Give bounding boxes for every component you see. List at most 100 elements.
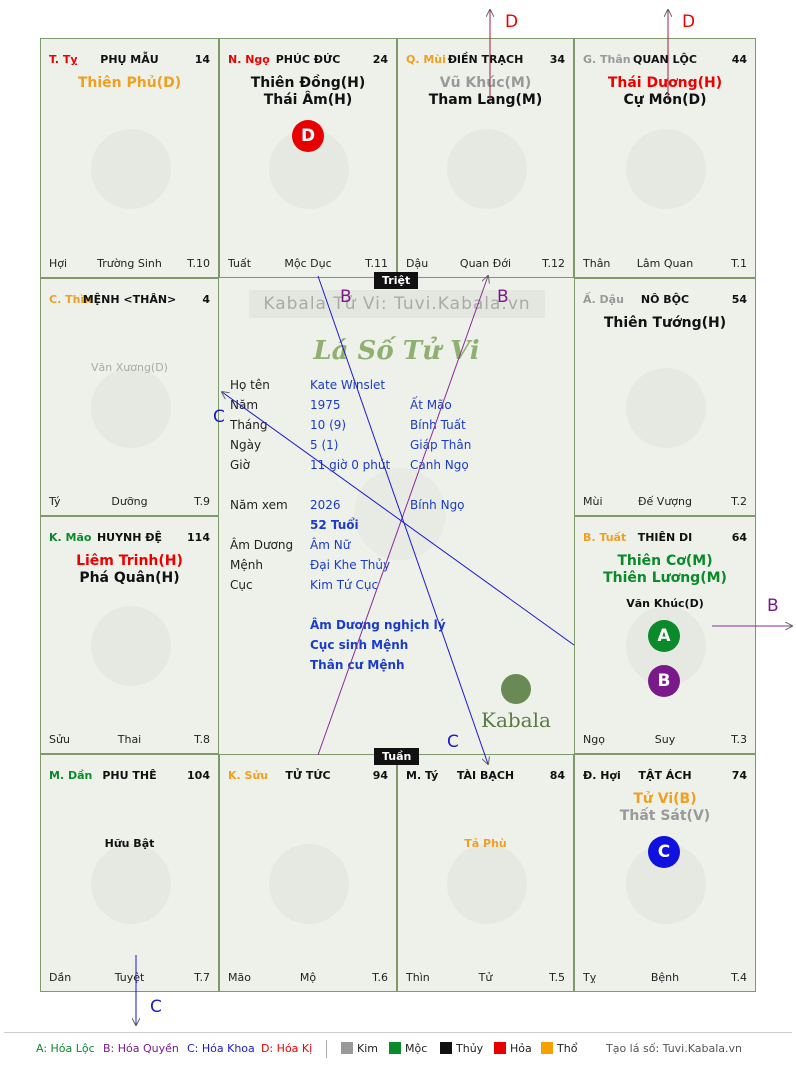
legend-hoa: Hỏa [494, 1042, 532, 1055]
marker-c-3: C [150, 997, 162, 1017]
note-3: Thân cư Mệnh [310, 658, 405, 672]
cell-branch: Tuất [228, 257, 252, 270]
palace-cell-mao: K. Mão HUYNH ĐỆ 114 Liêm Trinh(H) Phá Quân(H… [40, 516, 219, 754]
major-star: Phá Quân(H) [79, 570, 180, 586]
info-value: 11 giờ 0 phút [310, 458, 391, 472]
note-2: Cục sinh Mệnh [310, 638, 409, 652]
dai-han-number: 24 [372, 53, 388, 66]
zodiac-watermark-icon [90, 368, 171, 448]
hoa-ki-marker: D [292, 120, 324, 152]
palace-name: THIÊN DI [637, 531, 693, 544]
cell-month: T.8 [194, 733, 210, 746]
palace-cell-suu: K. Sửu TỬ TỨC 94 Mão Mộ T.6 [219, 754, 397, 992]
can-chi: K. Sửu [228, 769, 269, 782]
can-chi: K. Mão [49, 531, 92, 544]
palace-name: HUYNH ĐỆ [96, 531, 163, 544]
cell-month: T.5 [549, 971, 565, 984]
yin-yang-watermark [354, 468, 446, 560]
cell-branch: Tý [49, 495, 61, 508]
cell-month: T.1 [731, 257, 747, 270]
hoa-quyen-marker: B [648, 665, 680, 697]
palace-cell-ngo: N. Ngọ PHÚC ĐỨC 24 Thiên Đồng(H) Thái Âm(H) T… [219, 38, 397, 278]
palace-name: PHÚC ĐỨC [275, 53, 341, 66]
cell-branch: Thân [583, 257, 611, 270]
marker-d-1: D [505, 12, 519, 32]
dai-han-number: 14 [194, 53, 210, 66]
cell-stage: Bệnh [650, 971, 680, 984]
can-chi: M. Tý [406, 769, 439, 782]
legend-kim: Kim [341, 1042, 378, 1055]
palace-cell-tyy: M. Tý TÀI BẠCH 84 Tả Phù Thìn Tử T.5 [397, 754, 574, 992]
legend-site: Tạo lá số: Tuvi.Kabala.vn [606, 1042, 742, 1055]
cell-stage: Suy [654, 733, 676, 746]
cell-branch: Mùi [583, 495, 603, 508]
major-star: Thiên Phủ(D) [77, 75, 182, 91]
hoa-loc-marker: A [648, 620, 680, 652]
cell-stage: Quan Đới [459, 257, 512, 270]
info-value: 1975 [310, 398, 341, 412]
zodiac-watermark-icon [446, 844, 527, 924]
palace-name: TẬT ÁCH [638, 769, 692, 782]
zodiac-watermark-icon [446, 129, 527, 209]
palace-name: NÔ BỘC [640, 293, 690, 306]
note-1: Âm Dương nghịch lý [310, 618, 446, 632]
major-star: Vũ Khúc(M) [439, 75, 532, 91]
legend-hoa-khoa: C: Hóa Khoa [187, 1042, 255, 1055]
zodiac-watermark-icon [90, 844, 171, 924]
kabala-tree-icon [501, 674, 531, 704]
legend-tho: Thổ [541, 1042, 577, 1055]
palace-cell-dau: Ấ. Dậu NÔ BỘC 54 Thiên Tướng(H) Mùi Đế Vượng T… [574, 278, 756, 516]
major-star: Thiên Tướng(H) [603, 315, 727, 331]
info-value: Kate Winslet [310, 378, 386, 392]
zodiac-watermark-icon [626, 129, 706, 209]
palace-name: TỬ TỨC [285, 769, 331, 782]
age: 52 Tuổi [310, 518, 359, 532]
cell-month: T.4 [731, 971, 747, 984]
cell-stage: Tuyệt [114, 971, 145, 984]
cell-stage: Thai [117, 733, 142, 746]
legend-thuy: Thủy [440, 1042, 483, 1055]
dai-han-number: 104 [187, 769, 210, 782]
dai-han-number: 44 [731, 53, 747, 66]
info-canchi: Ất Mão [410, 398, 452, 412]
major-stars: Thiên Đồng(H) Thái Âm(H) [220, 75, 396, 109]
minor-star: Tả Phù [464, 837, 507, 850]
cell-month: T.11 [365, 257, 388, 270]
hoa-khoa-marker: C [648, 836, 680, 868]
can-chi: Q. Mùi [406, 53, 446, 66]
can-chi: Ấ. Dậu [583, 293, 624, 306]
palace-name: TÀI BẠCH [456, 769, 515, 782]
info-canchi: Bính Tuất [410, 418, 466, 432]
palace-name: PHU THÊ [102, 769, 157, 782]
namxem-label: Năm xem [230, 498, 288, 512]
info-label: Tháng [230, 418, 268, 432]
palace-cell-hoi: Đ. Hợi TẬT ÁCH 74 Tử Vi(B) Thất Sát(V) Tỵ Bệnh… [574, 754, 756, 992]
major-stars: Thái Dương(H) Cự Môn(D) [575, 75, 755, 109]
major-stars: Thiên Tướng(H) [575, 315, 755, 332]
cell-stage: Mộc Dục [284, 257, 332, 270]
info-value: Kim Tứ Cục [310, 578, 379, 592]
cell-month: T.6 [372, 971, 388, 984]
major-stars: Vũ Khúc(M) Tham Lang(M) [398, 75, 573, 109]
legend-moc: Mộc [389, 1042, 427, 1055]
can-chi: T. Tỵ [49, 53, 78, 66]
cell-month: T.3 [731, 733, 747, 746]
legend-hoa-quyen: B: Hóa Quyền [103, 1042, 179, 1055]
minor-star: Văn Xương(D) [91, 361, 168, 374]
major-star: Thái Âm(H) [263, 92, 353, 108]
info-label: Ngày [230, 438, 262, 452]
kabala-brand: Kabala [481, 708, 551, 732]
cell-month: T.9 [194, 495, 210, 508]
cell-branch: Hợi [49, 257, 68, 270]
legend-hoa-loc: A: Hóa Lộc [36, 1042, 95, 1055]
dai-han-number: 94 [372, 769, 388, 782]
cell-branch: Ngọ [583, 733, 605, 746]
info-value: 10 (9) [310, 418, 347, 432]
namxem-canchi: Bính Ngọ [410, 498, 465, 512]
cell-month: T.10 [187, 257, 210, 270]
can-chi: N. Ngọ [228, 53, 270, 66]
cell-stage: Lâm Quan [636, 257, 694, 270]
major-star: Thất Sát(V) [619, 808, 711, 824]
major-stars: Tử Vi(B) Thất Sát(V) [575, 791, 755, 825]
major-star: Thiên Cơ(M) [617, 553, 713, 569]
